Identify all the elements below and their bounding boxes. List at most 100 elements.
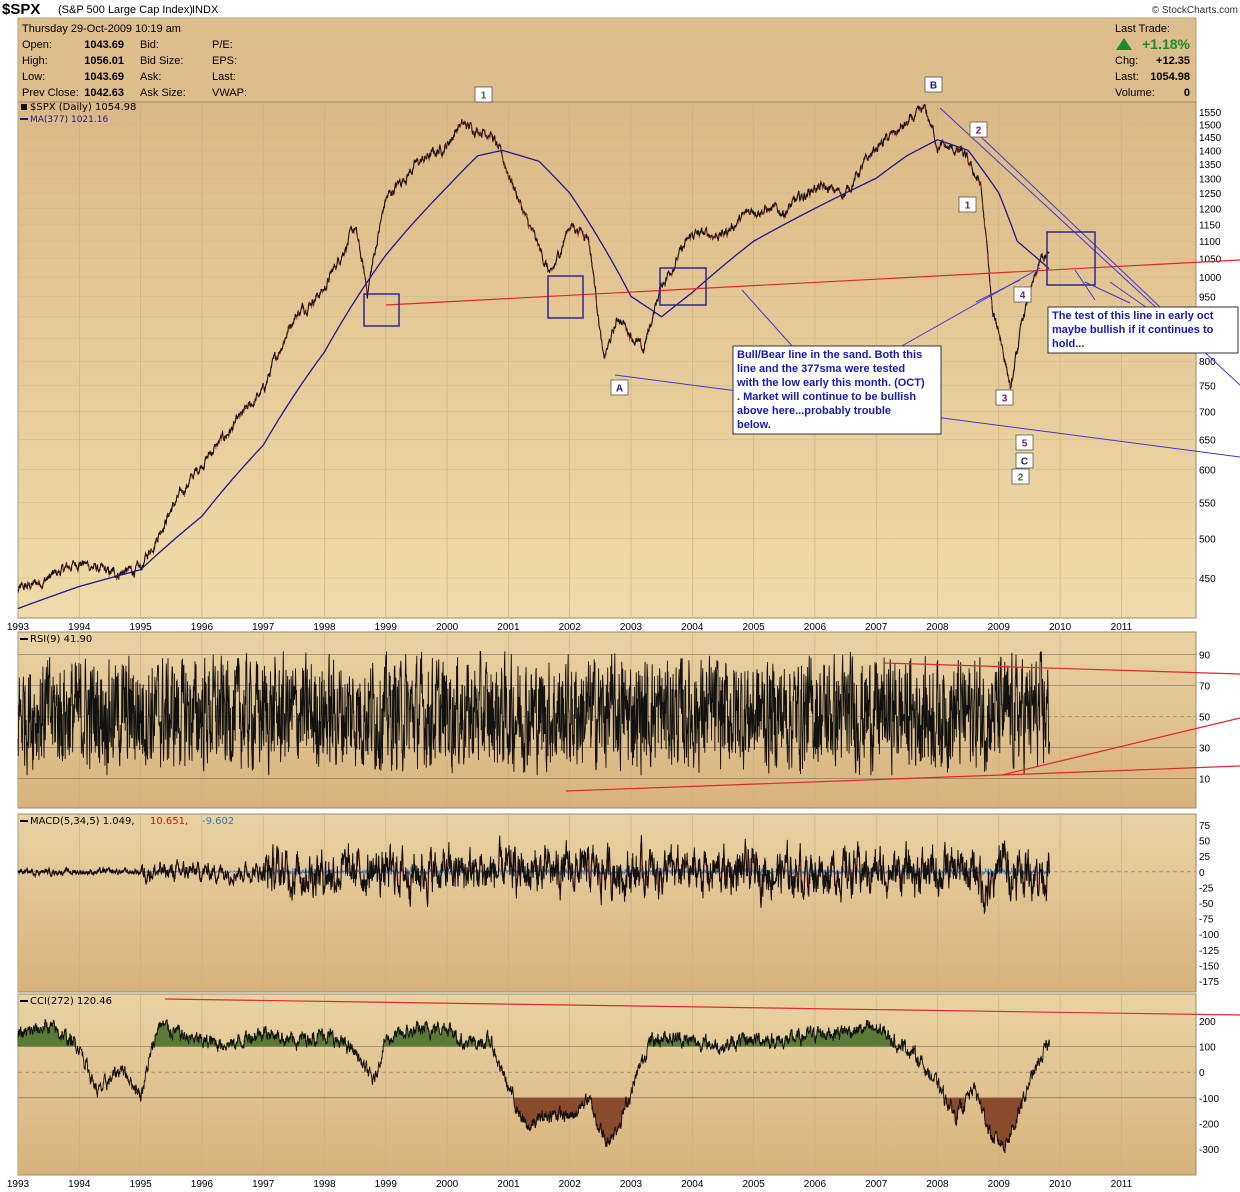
test-line-note-line: maybe bullish if it continues to	[1052, 324, 1214, 336]
y-tick-label: 750	[1199, 382, 1216, 393]
macd-legend: MACD(5,34,5) 1.049,	[30, 816, 135, 827]
wave-label-box	[1013, 286, 1032, 303]
rsi-line	[17, 650, 1051, 776]
y-tick-label: 1550	[1199, 108, 1222, 119]
bull-bear-note-line: with the low early this month. (OCT)	[736, 377, 925, 389]
y-tick-label: 1150	[1199, 220, 1221, 231]
y-tick-label: 1400	[1199, 146, 1222, 157]
x-tick-label: 2001	[497, 1179, 520, 1190]
price-legend: $SPX (Daily) 1054.98	[30, 102, 136, 113]
wave-label-box	[969, 121, 988, 138]
last-value: 1054.98	[1150, 71, 1190, 83]
macd-signal-legend: 10.651,	[150, 816, 188, 827]
wave-label: B	[930, 81, 937, 92]
x-tick-label: 2004	[681, 622, 704, 633]
macd-tick-label: 50	[1199, 837, 1211, 848]
y-tick-label: 1000	[1199, 273, 1222, 284]
y-tick-label: 1250	[1199, 189, 1222, 200]
x-tick-label: 2001	[497, 622, 520, 633]
y-tick-label: 1100	[1199, 237, 1221, 248]
y-tick-label: 1050	[1199, 255, 1222, 266]
rsi-tick-label: 50	[1199, 713, 1211, 724]
last-trade-title: Last Trade:	[1115, 23, 1170, 35]
header-field-value: 1043.69	[84, 71, 124, 83]
x-tick-label: 2008	[926, 622, 949, 633]
header-field-label: P/E:	[212, 39, 233, 51]
bull-bear-note-box	[732, 345, 942, 435]
cci-tick-label: -200	[1199, 1120, 1219, 1131]
header-field-label: Ask:	[140, 71, 161, 83]
rsi-upper-trendline	[883, 662, 1240, 675]
highlight-box	[659, 267, 707, 306]
volume-label: Volume:	[1115, 87, 1155, 99]
macd-tick-label: -100	[1199, 930, 1219, 941]
y-tick-label: 600	[1199, 466, 1216, 477]
cci-tick-label: 0	[1199, 1068, 1205, 1079]
x-tick-label: 1997	[252, 1179, 275, 1190]
rsi-tick-label: 90	[1199, 651, 1211, 662]
x-tick-label: 2009	[988, 622, 1011, 633]
bull-bear-note-line: Bull/Bear line in the sand. Both this	[737, 349, 922, 361]
x-tick-label: 1999	[375, 1179, 398, 1190]
header-field-label: Low:	[22, 71, 45, 83]
x-tick-label: 1996	[191, 1179, 214, 1190]
bull-bear-note-line: below.	[737, 419, 771, 431]
pointer-line	[1074, 269, 1096, 301]
chg-label: Chg:	[1115, 55, 1138, 67]
x-tick-label: 2007	[865, 622, 888, 633]
price-down-ticks	[22, 104, 1044, 591]
header-field-label: Ask Size:	[140, 87, 186, 99]
x-tick-label: 1996	[191, 622, 214, 633]
x-tick-label: 2002	[559, 1179, 582, 1190]
wave-label-box	[1011, 468, 1030, 485]
watermark: © StockCharts.com	[1152, 5, 1238, 16]
header-field-label: Prev Close:	[22, 87, 79, 99]
pointer-line	[1084, 281, 1131, 304]
y-tick-label: 500	[1199, 534, 1216, 545]
test-line-note-box	[1047, 306, 1239, 354]
secondary-blue-trendline	[977, 133, 1161, 308]
macd-panel	[17, 813, 1197, 993]
bull-bear-note-line: above here...probably trouble	[737, 405, 891, 417]
x-tick-label: 2010	[1049, 1179, 1072, 1190]
last-trade-pct: +1.18%	[1142, 36, 1190, 52]
price-panel	[17, 101, 1197, 619]
rsi-lower-trendline	[565, 774, 1003, 792]
wave-label: 2	[1018, 473, 1024, 484]
cci-tick-label: -300	[1199, 1145, 1219, 1156]
wave-label-box	[474, 86, 493, 103]
bull-bear-trendline	[385, 259, 1240, 306]
rsi-rising-trendline	[1001, 717, 1240, 776]
macd-line	[17, 834, 1050, 914]
wave-label-box	[958, 196, 977, 213]
y-tick-label: 1300	[1199, 174, 1222, 185]
header-field-label: Bid:	[140, 39, 159, 51]
x-tick-label: 1997	[252, 622, 275, 633]
wave-label: C	[1021, 457, 1028, 468]
header-field-label: EPS:	[212, 55, 237, 67]
x-tick-label: 1994	[68, 1179, 91, 1190]
macd-tick-label: -50	[1199, 899, 1214, 910]
x-tick-label: 1993	[7, 622, 30, 633]
date-line: Thursday 29-Oct-2009 10:19 am	[22, 23, 181, 35]
x-tick-label: 2000	[436, 622, 459, 633]
wave-label-box	[924, 76, 943, 93]
x-tick-label: 2000	[436, 1179, 459, 1190]
x-tick-label: 2005	[742, 622, 765, 633]
y-tick-label: 650	[1199, 435, 1216, 446]
x-tick-label: 1995	[129, 622, 152, 633]
cci-legend: CCI(272) 120.46	[30, 996, 112, 1007]
header-panel: $SPX (S&P 500 Large Cap Index) INDX © St…	[2, 1, 1238, 103]
ma-line	[17, 138, 1050, 610]
y-tick-label: 950	[1199, 292, 1216, 303]
x-tick-label: 1999	[375, 622, 398, 633]
last-label: Last:	[1115, 71, 1139, 83]
header-field-value: 1042.63	[84, 87, 124, 99]
x-tick-label: 2010	[1049, 622, 1072, 633]
x-tick-label: 2003	[620, 1179, 643, 1190]
volume-value: 0	[1184, 87, 1190, 99]
cci-line	[17, 1019, 1050, 1153]
bull-bear-note-line: . Market will continue to be bullish	[737, 391, 916, 403]
x-tick-label: 1993	[7, 1179, 30, 1190]
wave-label-box	[1015, 434, 1034, 451]
